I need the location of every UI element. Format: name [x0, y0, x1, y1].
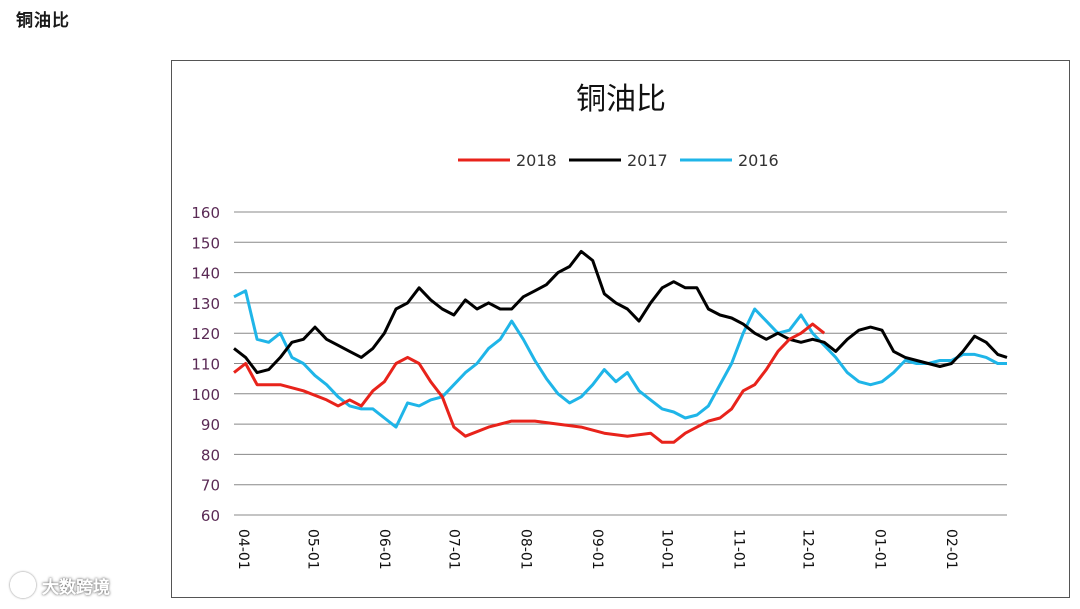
y-axis: 60 70 80 90 100 110 120 130 140 150 160	[191, 204, 220, 525]
watermark: 大数跨境	[10, 572, 110, 598]
chart-legend: 2018 2017 2016	[458, 151, 779, 170]
chart-series	[233, 249, 1008, 444]
y-tick-label: 100	[191, 386, 220, 404]
x-tick-label: 02-01	[943, 529, 959, 570]
y-tick-label: 150	[191, 234, 220, 252]
x-tick-label: 12-01	[800, 529, 816, 570]
chart-grid	[234, 211, 1007, 516]
legend-label-2017: 2017	[627, 151, 668, 170]
x-tick-label: 11-01	[730, 529, 746, 570]
x-tick-label: 05-01	[304, 529, 320, 570]
x-axis: 04-01 05-01 06-01 07-01 08-01 09-01 10-01 11-01…	[235, 529, 959, 570]
series-line-2016	[233, 289, 1007, 429]
y-tick-label: 60	[201, 507, 220, 525]
y-tick-label: 140	[191, 265, 220, 283]
watermark-logo-icon	[10, 572, 36, 598]
x-tick-label: 01-01	[871, 529, 887, 570]
x-tick-label: 07-01	[446, 529, 462, 570]
y-tick-label: 110	[191, 356, 220, 374]
series-line-2017	[233, 249, 1008, 375]
y-tick-label: 160	[191, 204, 220, 222]
x-tick-label: 06-01	[376, 529, 392, 570]
legend-label-2016: 2016	[738, 151, 779, 170]
y-tick-label: 130	[191, 295, 220, 313]
legend-label-2018: 2018	[516, 151, 557, 170]
watermark-text: 大数跨境	[42, 577, 110, 598]
page-heading: 铜油比	[16, 11, 70, 31]
series-line-2018	[233, 322, 826, 444]
chart-title: 铜油比	[576, 82, 666, 117]
line-chart: 铜油比 2018 2017 2016 60 70 80 90 100 110 120 130 140…	[191, 82, 1008, 570]
x-tick-label: 04-01	[235, 529, 251, 570]
x-tick-label: 10-01	[659, 529, 675, 570]
chart-frame: 铜油比 2018 2017 2016 60 70 80 90 100 110 120 130 140…	[171, 60, 1070, 598]
y-tick-label: 120	[191, 325, 220, 343]
x-tick-label: 08-01	[517, 529, 533, 570]
y-tick-label: 80	[201, 446, 220, 464]
x-tick-label: 09-01	[589, 529, 605, 570]
y-tick-label: 90	[201, 416, 220, 434]
y-tick-label: 70	[201, 477, 220, 495]
